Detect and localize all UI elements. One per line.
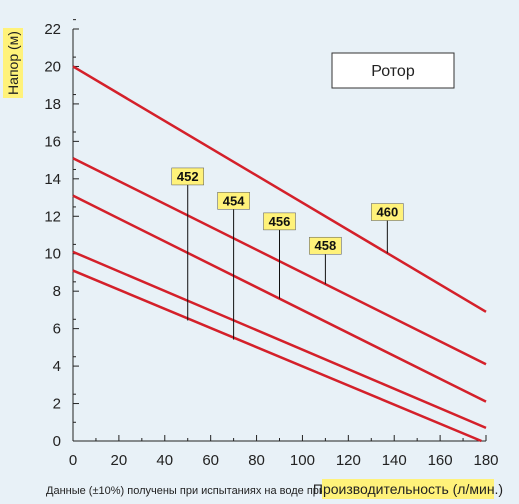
y-axis-title: Напор (м) — [3, 28, 23, 98]
legend-box: Ротор — [331, 52, 455, 89]
y-tick-label: 0 — [53, 433, 61, 450]
x-tick-label: 180 — [473, 452, 498, 469]
axes: 0 2 4 6 8 10 12 14 16 18 20 22 0 20 40 60 80 100 120 140 160… — [44, 19, 499, 469]
series-tag-454: 454 — [223, 193, 245, 208]
x-axis-title-highlight — [322, 479, 494, 499]
x-tick-label: 80 — [248, 452, 265, 469]
series-line-452 — [72, 269, 482, 443]
x-tick-label: 0 — [69, 452, 77, 469]
series-tags: 460 458 456 454 452 — [171, 167, 404, 340]
legend-label: Ротор — [371, 63, 415, 80]
series-line-454 — [72, 250, 487, 430]
x-tick-label: 20 — [111, 452, 128, 469]
series-tag-box-460 — [371, 203, 404, 221]
data-note: Данные (±10%) получены при испытаниях на… — [46, 485, 356, 497]
series-tag-460: 460 — [376, 205, 398, 220]
series-tag-456: 456 — [269, 214, 291, 229]
y-tick-label: 8 — [53, 283, 61, 300]
y-tick-label: 14 — [44, 171, 61, 188]
series-tag-458: 458 — [315, 238, 337, 253]
y-tick-label: 16 — [44, 133, 61, 150]
y-tick-label: 18 — [44, 96, 61, 113]
series-tag-452: 452 — [177, 169, 199, 184]
legend-frame — [331, 52, 455, 89]
y-tick-label: 2 — [53, 396, 61, 413]
series-tag-box-454 — [217, 192, 250, 210]
series-tag-box-458 — [309, 236, 342, 255]
x-tick-label: 40 — [156, 452, 173, 469]
x-tick-label: 60 — [202, 452, 219, 469]
x-axis-title: Производительность (л/мин.) — [313, 479, 503, 499]
x-tick-label: 100 — [290, 452, 315, 469]
y-axis-title-highlight — [3, 28, 23, 98]
series-line-460 — [72, 65, 487, 313]
x-tick-label: 120 — [336, 452, 361, 469]
y-tick-label: 10 — [44, 246, 61, 263]
y-tick-label: 6 — [53, 321, 61, 338]
x-axis-title-text: Производительность (л/мин.) — [313, 481, 503, 497]
series-tag-box-452 — [171, 167, 204, 186]
x-tick-label: 160 — [428, 452, 453, 469]
y-tick-label: 12 — [44, 208, 61, 225]
y-axis-title-text: Напор (м) — [5, 31, 21, 95]
y-tick-label: 4 — [53, 358, 61, 375]
y-tick-label: 22 — [44, 21, 61, 38]
x-tick-label: 140 — [382, 452, 407, 469]
y-tick-label: 20 — [44, 58, 61, 75]
series-tag-box-456 — [263, 212, 296, 231]
